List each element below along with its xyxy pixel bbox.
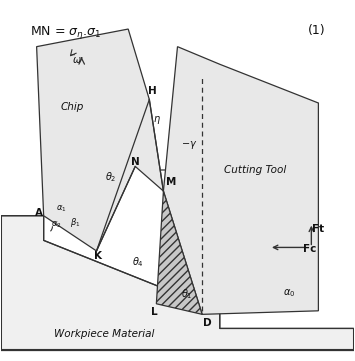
Text: L: L	[151, 307, 158, 317]
Text: $\theta_2$: $\theta_2$	[105, 170, 117, 184]
Polygon shape	[1, 216, 354, 349]
Text: $\alpha_1$: $\alpha_1$	[56, 204, 67, 214]
Polygon shape	[163, 47, 318, 314]
Polygon shape	[37, 29, 163, 251]
Text: Fc: Fc	[302, 244, 316, 254]
Text: $-\gamma$: $-\gamma$	[181, 139, 197, 151]
Text: Cutting Tool: Cutting Tool	[224, 165, 286, 175]
Text: N: N	[131, 157, 140, 167]
Text: $\theta_1$: $\theta_1$	[181, 287, 193, 301]
Text: $\alpha_0$: $\alpha_0$	[283, 287, 295, 299]
Text: D: D	[203, 318, 212, 328]
Text: K: K	[94, 251, 102, 261]
Text: M: M	[166, 177, 176, 187]
Text: MN = $\sigma_{\eta}$.$\sigma_{1}$: MN = $\sigma_{\eta}$.$\sigma_{1}$	[29, 24, 100, 41]
Text: Workpiece Material: Workpiece Material	[54, 329, 154, 339]
Text: A: A	[35, 208, 43, 218]
Polygon shape	[156, 191, 202, 314]
Text: H: H	[148, 86, 156, 96]
Text: Ft: Ft	[312, 224, 324, 234]
Text: $\omega$: $\omega$	[72, 55, 82, 65]
Text: (1): (1)	[308, 24, 326, 37]
Text: $\theta_4$: $\theta_4$	[132, 255, 144, 269]
Text: Chip: Chip	[60, 102, 83, 112]
Text: $\beta_1$: $\beta_1$	[70, 216, 81, 229]
Text: $\alpha_2$: $\alpha_2$	[51, 220, 62, 230]
Text: $\eta$: $\eta$	[153, 114, 161, 126]
